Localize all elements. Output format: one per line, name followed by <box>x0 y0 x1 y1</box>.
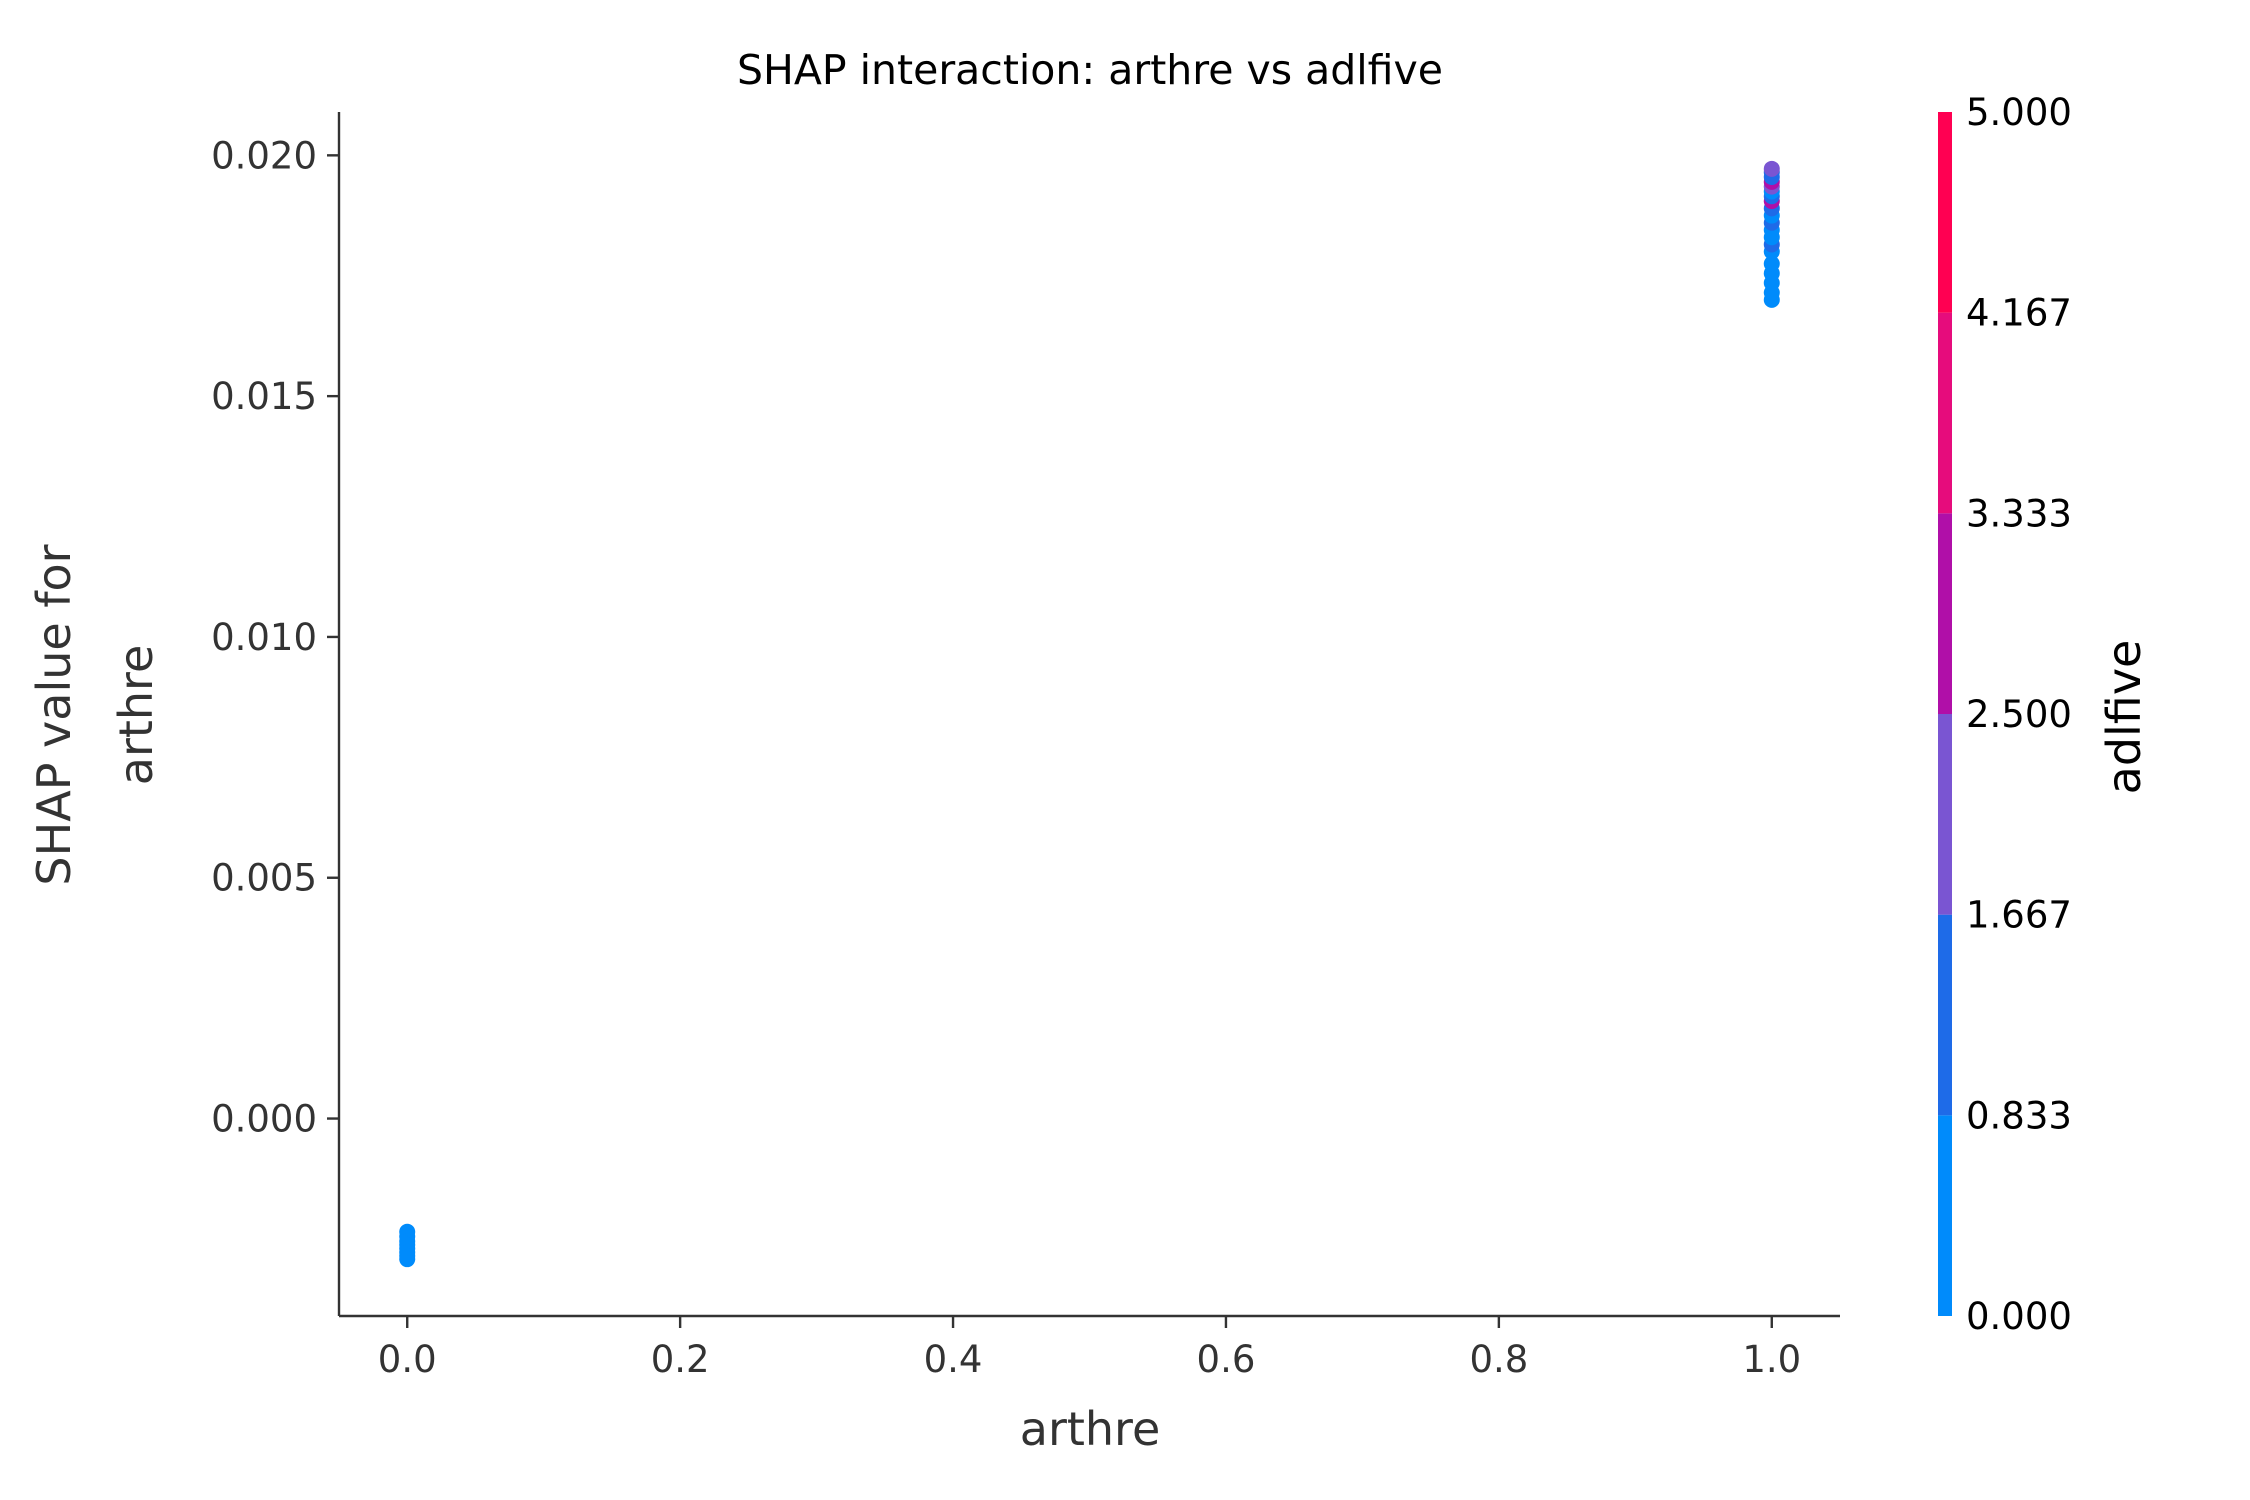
colorbar-tick-label: 0.000 <box>1966 1295 2072 1338</box>
colorbar-tick-label: 4.167 <box>1966 292 2072 335</box>
colorbar-segment <box>1938 1115 1952 1316</box>
scatter-points <box>399 160 1780 1268</box>
colorbar-segment <box>1938 312 1952 514</box>
x-tick-label: 0.0 <box>378 1338 437 1381</box>
colorbar-segment <box>1938 112 1952 313</box>
colorbar-tick-label: 1.667 <box>1966 894 2072 937</box>
x-tick-label: 0.2 <box>651 1338 710 1381</box>
colorbar-tick-label: 2.500 <box>1966 693 2072 736</box>
y-axis-label-line-1: SHAP value for <box>27 544 81 885</box>
y-tick-label: 0.010 <box>211 616 317 659</box>
x-axis-label: arthre <box>1020 1402 1161 1456</box>
colorbar-segment <box>1938 714 1952 915</box>
colorbar-label: adlfive <box>2097 640 2151 795</box>
scatter-point <box>1763 255 1780 272</box>
y-axis-label: SHAP value for arthre <box>27 544 163 885</box>
colorbar-tick-label: 3.333 <box>1966 492 2072 535</box>
y-tick-label: 0.020 <box>211 134 317 177</box>
x-tick-label: 0.6 <box>1197 1338 1256 1381</box>
x-tick-label: 0.8 <box>1469 1338 1528 1381</box>
colorbar-segment <box>1938 513 1952 714</box>
colorbar-segment <box>1938 914 1952 1116</box>
x-tick-label: 1.0 <box>1742 1338 1801 1381</box>
x-tick-label: 0.4 <box>924 1338 983 1381</box>
y-tick-label: 0.015 <box>211 375 317 418</box>
colorbar-tick-label: 5.000 <box>1966 91 2072 134</box>
colorbar: 0.000 0.833 1.667 2.500 3.333 4.167 5.000 <box>1938 91 2072 1338</box>
scatter-point <box>399 1251 416 1268</box>
chart-title: SHAP interaction: arthre vs adlfive <box>737 46 1443 94</box>
y-axis-label-line-2: arthre <box>109 645 163 786</box>
y-axis-ticks: 0.000 0.005 0.010 0.015 0.020 <box>211 134 339 1141</box>
scatter-point <box>1763 160 1780 177</box>
colorbar-tick-label: 0.833 <box>1966 1094 2072 1137</box>
x-axis-ticks: 0.0 0.2 0.4 0.6 0.8 1.0 <box>378 1316 1801 1381</box>
y-tick-label: 0.005 <box>211 857 317 900</box>
y-tick-label: 0.000 <box>211 1098 317 1141</box>
